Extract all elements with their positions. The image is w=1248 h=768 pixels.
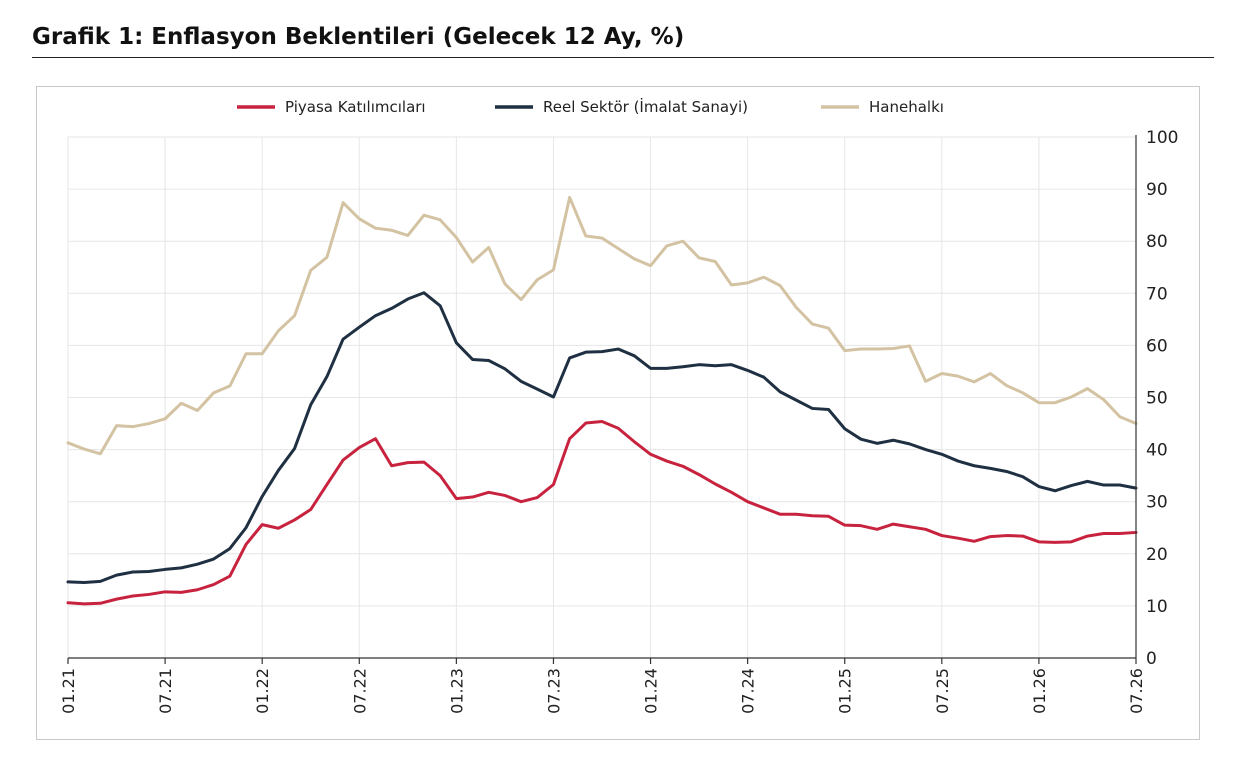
legend: Piyasa Katılımcıları Reel Sektör (İmalat …	[237, 97, 944, 116]
x-tick-label: 07.26	[1127, 668, 1146, 714]
x-tick-label: 01.23	[447, 668, 466, 714]
x-tick-label: 01.22	[253, 668, 272, 714]
x-tick-label: 07.23	[544, 668, 563, 714]
series-lines	[66, 195, 1138, 606]
x-tick-label: 07.24	[739, 668, 758, 714]
x-tick-label: 01.24	[642, 668, 661, 714]
series-line-0	[66, 419, 1138, 606]
x-tick-labels: 01.21 07.21 01.22 07.22 01.23 07.23 01.24 07.24…	[59, 668, 1146, 714]
legend-label: Piyasa Katılımcıları	[285, 98, 426, 116]
y-tick-labels: 0 10 20 30 40 50 60 70 80 90 100	[1146, 128, 1178, 669]
y-tick-label: 20	[1146, 545, 1168, 565]
y-tick-label: 60	[1146, 336, 1168, 356]
y-tick-label: 100	[1146, 128, 1178, 148]
title-divider	[32, 57, 1214, 58]
series-line-2	[66, 195, 1138, 456]
series-line-1	[66, 291, 1138, 584]
y-tick-label: 40	[1146, 441, 1168, 461]
y-tick-label: 30	[1146, 493, 1168, 513]
x-tick-label: 07.22	[350, 668, 369, 714]
y-tick-label: 90	[1146, 180, 1168, 200]
x-tick-label: 07.21	[156, 668, 175, 714]
y-tick-label: 80	[1146, 232, 1168, 252]
legend-label: Reel Sektör (İmalat Sanayi)	[543, 97, 748, 116]
x-tick-label: 07.25	[933, 668, 952, 714]
legend-label: Hanehalkı	[869, 98, 944, 116]
y-tick-label: 70	[1146, 284, 1168, 304]
page-title: Grafik 1: Enflasyon Beklentileri (Gelece…	[32, 24, 685, 50]
y-tick-label: 10	[1146, 597, 1168, 617]
x-tick-label: 01.25	[836, 668, 855, 714]
x-tick-label: 01.26	[1030, 668, 1049, 714]
legend-item: Hanehalkı	[821, 98, 944, 116]
x-tick-label: 01.21	[59, 668, 78, 714]
grid	[67, 136, 1137, 658]
chart-frame: 0 10 20 30 40 50 60 70 80 90 100 01.21 07.21 01.22 07…	[36, 86, 1200, 740]
y-tick-label: 0	[1146, 649, 1157, 669]
inflation-expectations-chart: 0 10 20 30 40 50 60 70 80 90 100 01.21 07.21 01.22 07…	[59, 97, 1178, 714]
y-tick-label: 50	[1146, 389, 1168, 409]
legend-item: Piyasa Katılımcıları	[237, 98, 426, 116]
axes	[67, 135, 1137, 664]
legend-item: Reel Sektör (İmalat Sanayi)	[495, 97, 748, 116]
